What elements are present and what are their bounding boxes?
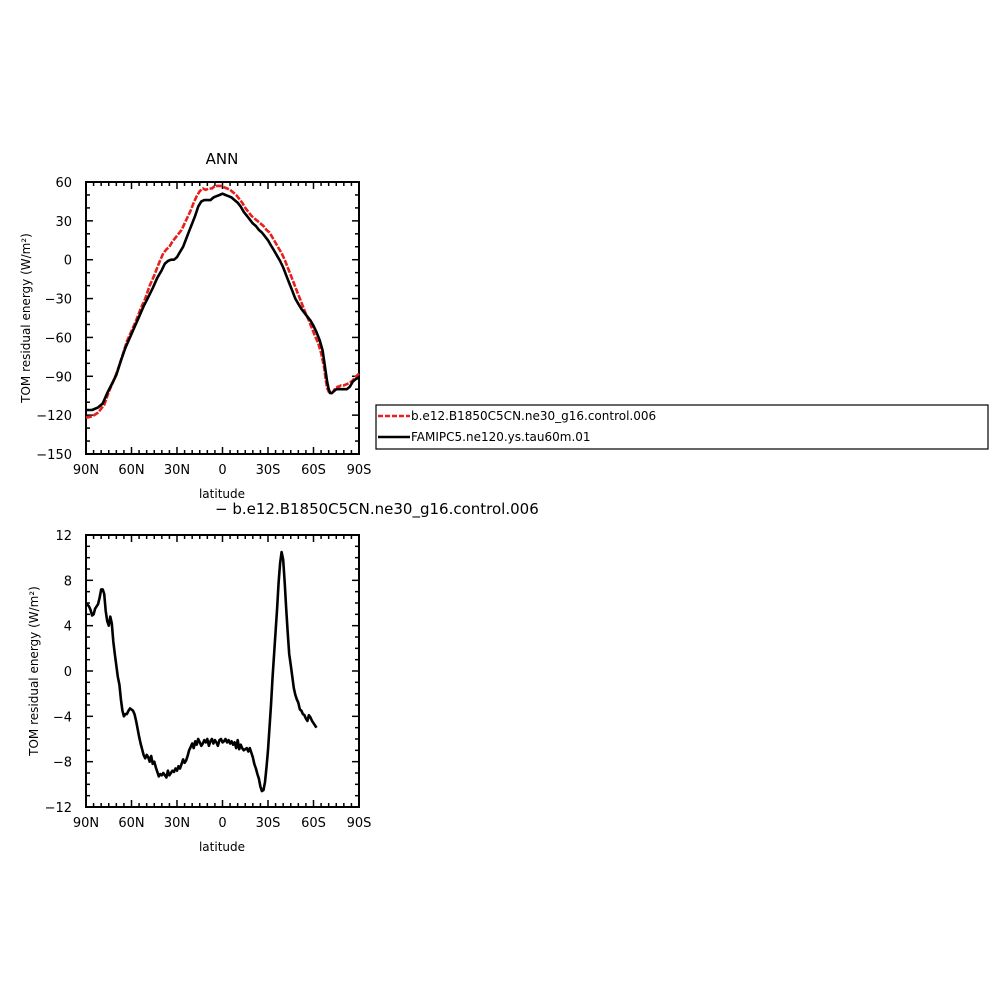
legend-entry-1: FAMIPC5.ne120.ys.tau60m.01 [411, 430, 591, 444]
y-tick-label: −150 [36, 448, 72, 463]
y-tick-label: 12 [55, 529, 72, 544]
bottom-series-lines [85, 550, 318, 793]
y-tick-label: 30 [55, 215, 72, 230]
y-tick-label: 0 [64, 665, 72, 680]
top-x-tick-labels: 90N 60N 30N 0 30S 60S 90S [73, 463, 372, 478]
bottom-y-tick-labels: 12 8 4 0 −4 −8 −12 [45, 529, 72, 816]
top-panel: ANN 60 30 0 −30 −60 −90 −120 −150 90N 60N 30N 0 30S… [19, 150, 371, 501]
legend-box [375, 404, 989, 450]
bottom-plot-frame [85, 534, 360, 808]
y-tick-label: 4 [64, 620, 72, 635]
top-y-axis-label: TOM residual energy (W/m²) [19, 233, 33, 404]
top-chart-title: ANN [206, 150, 239, 168]
bottom-x-axis-label: latitude [199, 840, 245, 854]
y-tick-label: −120 [36, 409, 72, 424]
x-tick-label: 30N [164, 816, 190, 831]
series-line-0 [85, 184, 360, 419]
x-tick-label: 90N [73, 816, 99, 831]
series-line-1 [86, 192, 360, 412]
top-axis-ticks [85, 181, 360, 455]
legend-entry-0: b.e12.B1850C5CN.ne30_g16.control.006 [411, 409, 656, 423]
bottom-axis-ticks [85, 534, 360, 808]
x-tick-label: 60N [118, 816, 144, 831]
x-tick-label: 90S [347, 816, 372, 831]
top-series-lines [85, 184, 360, 419]
bottom-y-axis-label: TOM residual energy (W/m²) [27, 586, 41, 757]
top-x-axis-label: latitude [199, 487, 245, 501]
x-tick-label: 90S [347, 463, 372, 478]
series-line-0 [85, 550, 318, 793]
y-tick-label: 60 [55, 176, 72, 191]
bottom-chart-title: − b.e12.B1850C5CN.ne30_g16.control.006 [215, 500, 539, 519]
x-tick-label: 0 [218, 816, 226, 831]
bottom-panel: − b.e12.B1850C5CN.ne30_g16.control.006 1… [27, 500, 539, 854]
x-tick-label: 60S [301, 463, 326, 478]
x-tick-label: 30S [256, 816, 281, 831]
x-tick-label: 90N [73, 463, 99, 478]
top-y-tick-labels: 60 30 0 −30 −60 −90 −120 −150 [36, 176, 72, 463]
y-tick-label: −8 [53, 756, 72, 771]
y-tick-label: −4 [53, 710, 72, 725]
x-tick-label: 30S [256, 463, 281, 478]
legend: b.e12.B1850C5CN.ne30_g16.control.006 FAM… [375, 404, 989, 450]
y-tick-label: 8 [64, 574, 72, 589]
y-tick-label: −30 [45, 293, 72, 308]
y-tick-label: −60 [45, 331, 72, 346]
x-tick-label: 60S [301, 816, 326, 831]
x-tick-label: 0 [218, 463, 226, 478]
y-tick-label: 0 [64, 254, 72, 269]
y-tick-label: −90 [45, 370, 72, 385]
top-plot-frame [85, 181, 360, 455]
y-tick-label: −12 [45, 801, 72, 816]
x-tick-label: 30N [164, 463, 190, 478]
bottom-x-tick-labels: 90N 60N 30N 0 30S 60S 90S [73, 816, 372, 831]
x-tick-label: 60N [118, 463, 144, 478]
